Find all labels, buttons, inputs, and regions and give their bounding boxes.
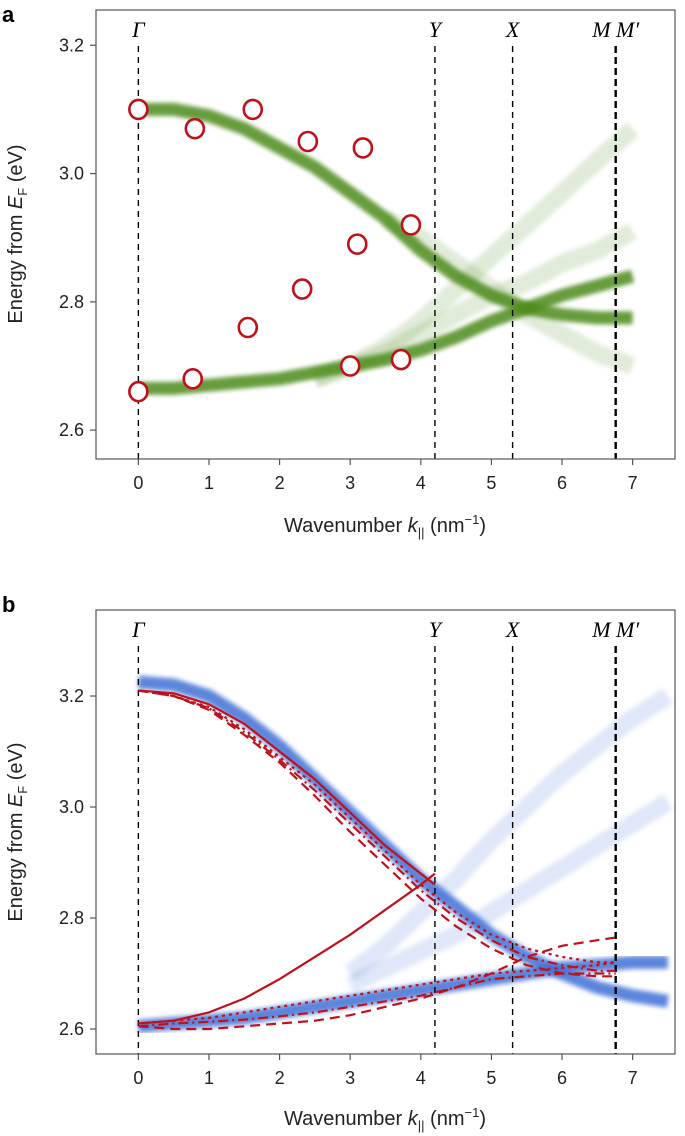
model-line-solid-4 — [138, 872, 436, 1025]
y-tick-label-1: 2.8 — [59, 908, 84, 928]
band-upper — [138, 102, 633, 325]
x-tick-label-6: 6 — [557, 1068, 567, 1088]
y-tick-label-0: 2.6 — [59, 420, 84, 440]
x-tick-label-3: 3 — [345, 473, 355, 493]
data-point-12 — [390, 348, 412, 371]
symmetry-label-2: X — [505, 617, 521, 642]
y-tick-label-0: 2.6 — [59, 1019, 84, 1039]
data-point-9 — [128, 380, 149, 403]
x-tick-label-5: 5 — [486, 1068, 496, 1088]
panel-a-frame — [95, 9, 676, 460]
x-tick-label-0: 0 — [133, 1068, 143, 1088]
data-point-8 — [237, 316, 259, 339]
x-tick-label-4: 4 — [416, 1068, 426, 1088]
panel-a-markers — [128, 98, 422, 403]
model-line-dotted-2 — [138, 689, 616, 964]
panel-a-symmetry-lines: Γ Y X M M′ — [131, 17, 640, 459]
symmetry-label-3: M M′ — [591, 17, 640, 42]
data-point-5 — [400, 214, 422, 236]
panel-a-x-axis-label: Wavenumber k|| (nm−1) — [284, 512, 486, 540]
y-tick-label-2: 3.0 — [59, 797, 84, 817]
x-tick-label-7: 7 — [628, 473, 638, 493]
panel-b-symmetry-lines: Γ Y X M M′ — [131, 617, 640, 1054]
band-upper — [137, 675, 669, 1008]
y-tick-label-3: 3.2 — [59, 35, 84, 55]
panel-b-y-ticks: 2.6 2.8 3.0 3.2 — [59, 686, 96, 1039]
model-line-dashdot-7 — [138, 972, 616, 1028]
panel-a-y-ticks: 2.6 2.8 3.0 3.2 — [59, 35, 96, 440]
band-lower — [137, 955, 668, 1033]
x-tick-label-2: 2 — [275, 1068, 285, 1088]
model-line-dashed-1 — [138, 689, 616, 978]
symmetry-label-2: X — [505, 17, 521, 42]
panel-b-frame — [95, 609, 676, 1055]
panel-a-label: a — [2, 2, 15, 27]
band-faint-1 — [344, 688, 673, 981]
x-tick-label-1: 1 — [204, 473, 214, 493]
x-tick-label-3: 3 — [345, 1068, 355, 1088]
data-point-11 — [339, 355, 361, 377]
panel-b-x-axis-label: Wavenumber k|| (nm−1) — [284, 1105, 486, 1133]
x-tick-label-2: 2 — [275, 473, 285, 493]
y-tick-label-1: 2.8 — [59, 292, 84, 312]
panel-a-bands — [138, 102, 639, 395]
data-point-0 — [128, 98, 149, 121]
data-point-10 — [182, 368, 204, 390]
model-line-dashed-5 — [138, 936, 616, 1031]
data-point-1 — [184, 117, 206, 140]
model-line-dashdot-3 — [138, 689, 616, 972]
x-tick-label-6: 6 — [557, 473, 567, 493]
x-tick-label-7: 7 — [628, 1068, 638, 1088]
panel-b-label: b — [2, 592, 15, 617]
model-line-solid-0 — [138, 689, 436, 886]
x-tick-label-1: 1 — [204, 1068, 214, 1088]
symmetry-label-0: Γ — [131, 617, 146, 642]
x-tick-label-5: 5 — [486, 473, 496, 493]
symmetry-label-3: M M′ — [591, 617, 640, 642]
y-tick-label-3: 3.2 — [59, 686, 84, 706]
x-tick-label-4: 4 — [416, 473, 426, 493]
band-faint-2 — [311, 223, 637, 388]
y-tick-label-2: 3.0 — [59, 164, 84, 184]
data-point-6 — [346, 233, 368, 255]
data-point-4 — [352, 137, 374, 159]
panel-b-y-axis-label: Energy from EF (eV) — [5, 742, 30, 921]
data-point-2 — [242, 98, 264, 121]
symmetry-label-0: Γ — [131, 17, 146, 42]
x-tick-label-0: 0 — [133, 473, 143, 493]
data-point-3 — [297, 130, 319, 153]
band-faint-3 — [381, 210, 636, 375]
panel-b-x-ticks: 0 1 2 3 4 5 6 7 — [133, 1054, 638, 1088]
symmetry-label-1: Y — [429, 617, 444, 642]
panel-a: a Γ Y X M M′ 0 1 2 3 4 5 6 7 2.6 2.8 3.0 3.2 Wavenumb… — [2, 2, 676, 540]
data-point-7 — [291, 278, 313, 300]
panel-b-model-lines — [138, 689, 616, 1031]
panel-b: b Γ Y X M M′ 0 1 2 3 4 5 6 7 2.6 2.8 3.0 3.2 Wavenumb… — [2, 592, 676, 1133]
panel-a-y-axis-label: Energy from EF (eV) — [5, 144, 30, 323]
model-line-dotted-6 — [138, 961, 616, 1025]
panel-a-x-ticks: 0 1 2 3 4 5 6 7 — [133, 459, 638, 493]
symmetry-label-1: Y — [429, 17, 444, 42]
